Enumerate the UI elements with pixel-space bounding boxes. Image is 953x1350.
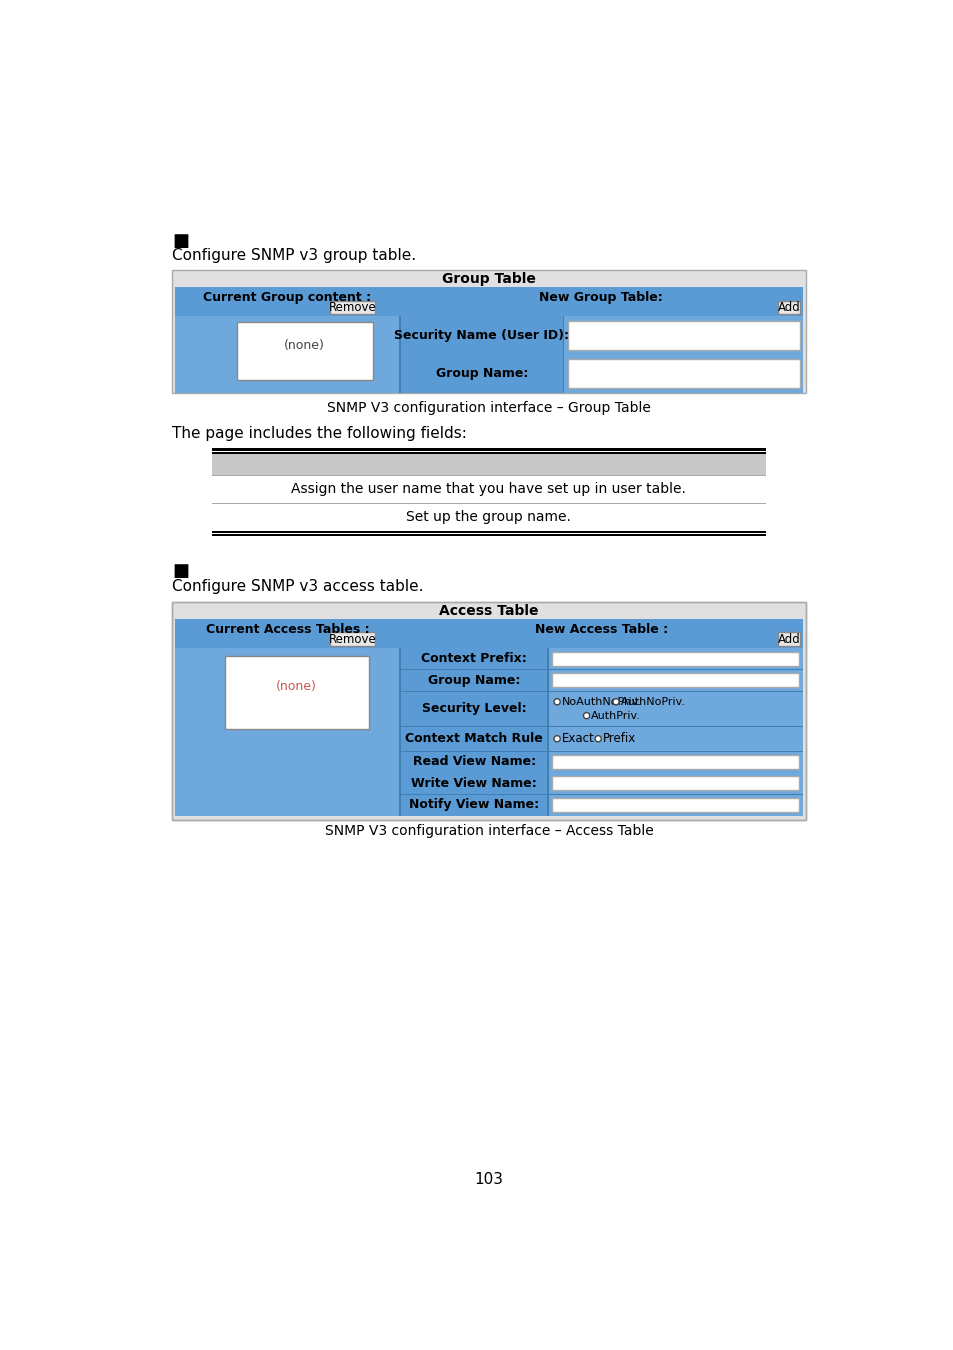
Text: Context Match Rule: Context Match Rule <box>405 732 542 745</box>
Bar <box>400 691 547 726</box>
Bar <box>400 648 547 670</box>
Bar <box>548 794 801 815</box>
Bar <box>212 448 765 451</box>
Bar <box>174 648 802 815</box>
Text: Configure SNMP v3 group table.: Configure SNMP v3 group table. <box>172 248 416 263</box>
Text: Write View Name:: Write View Name: <box>411 776 537 790</box>
Bar <box>546 794 548 815</box>
Text: The page includes the following fields:: The page includes the following fields: <box>172 425 466 440</box>
Text: Group Name:: Group Name: <box>428 674 519 687</box>
Bar <box>172 602 805 819</box>
Bar <box>546 648 548 670</box>
Text: Security Level:: Security Level: <box>421 702 526 716</box>
Bar <box>548 670 801 691</box>
Bar <box>236 323 373 379</box>
Text: SNMP V3 configuration interface – Group Table: SNMP V3 configuration interface – Group … <box>327 401 650 416</box>
Text: Configure SNMP v3 access table.: Configure SNMP v3 access table. <box>172 579 423 594</box>
Text: Assign the user name that you have set up in user table.: Assign the user name that you have set u… <box>292 482 685 497</box>
Text: Add: Add <box>777 633 800 645</box>
Text: Prefix: Prefix <box>602 732 636 745</box>
Text: AuthPriv.: AuthPriv. <box>591 710 640 721</box>
Bar <box>174 286 802 316</box>
Bar <box>563 355 801 393</box>
Bar <box>546 751 548 772</box>
Text: Set up the group name.: Set up the group name. <box>406 510 571 524</box>
Bar <box>551 798 798 811</box>
Bar <box>212 531 765 533</box>
Bar <box>330 632 375 647</box>
Bar <box>400 751 547 772</box>
Bar <box>551 776 798 790</box>
Text: ■: ■ <box>172 232 189 250</box>
Bar <box>400 772 547 794</box>
Bar <box>548 726 801 751</box>
Circle shape <box>554 736 559 741</box>
Text: Group Table: Group Table <box>441 273 536 286</box>
Bar <box>174 618 802 648</box>
Bar <box>212 454 765 475</box>
Bar <box>400 355 562 393</box>
Bar <box>212 533 765 536</box>
Circle shape <box>612 699 618 705</box>
Bar <box>548 648 801 670</box>
Bar <box>400 794 547 815</box>
Text: (none): (none) <box>276 680 316 693</box>
Bar <box>172 270 805 393</box>
Text: Read View Name:: Read View Name: <box>413 756 536 768</box>
Bar <box>546 772 548 794</box>
Text: Access Table: Access Table <box>438 603 538 618</box>
Bar <box>778 301 799 315</box>
Text: New Group Table:: New Group Table: <box>538 292 662 304</box>
Text: Group Name:: Group Name: <box>436 367 528 381</box>
Bar <box>548 772 801 794</box>
Text: Add: Add <box>777 301 800 315</box>
Text: AuthNoPriv.: AuthNoPriv. <box>620 697 685 707</box>
Bar <box>551 674 798 687</box>
Bar <box>172 602 805 819</box>
Bar <box>330 301 375 315</box>
Circle shape <box>554 699 559 705</box>
Text: New Access Table :: New Access Table : <box>535 622 667 636</box>
Text: Security Name (User ID):: Security Name (User ID): <box>394 329 569 342</box>
Text: ■: ■ <box>172 562 189 580</box>
Text: Current Group content :: Current Group content : <box>203 292 371 304</box>
Bar <box>398 316 400 393</box>
Bar <box>548 691 801 726</box>
Bar <box>546 691 548 726</box>
Bar <box>567 359 799 389</box>
Text: Exact: Exact <box>561 732 594 745</box>
Bar <box>400 316 562 355</box>
Bar <box>398 648 400 815</box>
Text: Notify View Name:: Notify View Name: <box>409 798 538 811</box>
Bar <box>567 320 799 350</box>
Bar <box>563 316 801 355</box>
Bar <box>548 751 801 772</box>
Bar <box>400 670 547 691</box>
Bar <box>562 316 563 355</box>
Bar <box>562 355 563 393</box>
Bar <box>225 656 369 729</box>
Text: Context Prefix:: Context Prefix: <box>421 652 526 666</box>
Text: Remove: Remove <box>328 633 376 645</box>
Text: Remove: Remove <box>328 301 376 315</box>
Text: Current Access Tables :: Current Access Tables : <box>206 622 369 636</box>
Circle shape <box>595 736 600 741</box>
Bar <box>400 726 547 751</box>
Text: (none): (none) <box>284 339 325 352</box>
Bar <box>212 451 765 454</box>
Bar <box>551 652 798 666</box>
Bar <box>546 726 548 751</box>
Text: NoAuthNoPriv.: NoAuthNoPriv. <box>561 697 641 707</box>
Circle shape <box>583 713 589 718</box>
Bar <box>778 632 799 647</box>
Bar <box>551 755 798 768</box>
Bar <box>546 670 548 691</box>
Text: 103: 103 <box>474 1172 503 1188</box>
Bar <box>174 316 802 393</box>
Text: SNMP V3 configuration interface – Access Table: SNMP V3 configuration interface – Access… <box>324 824 653 838</box>
